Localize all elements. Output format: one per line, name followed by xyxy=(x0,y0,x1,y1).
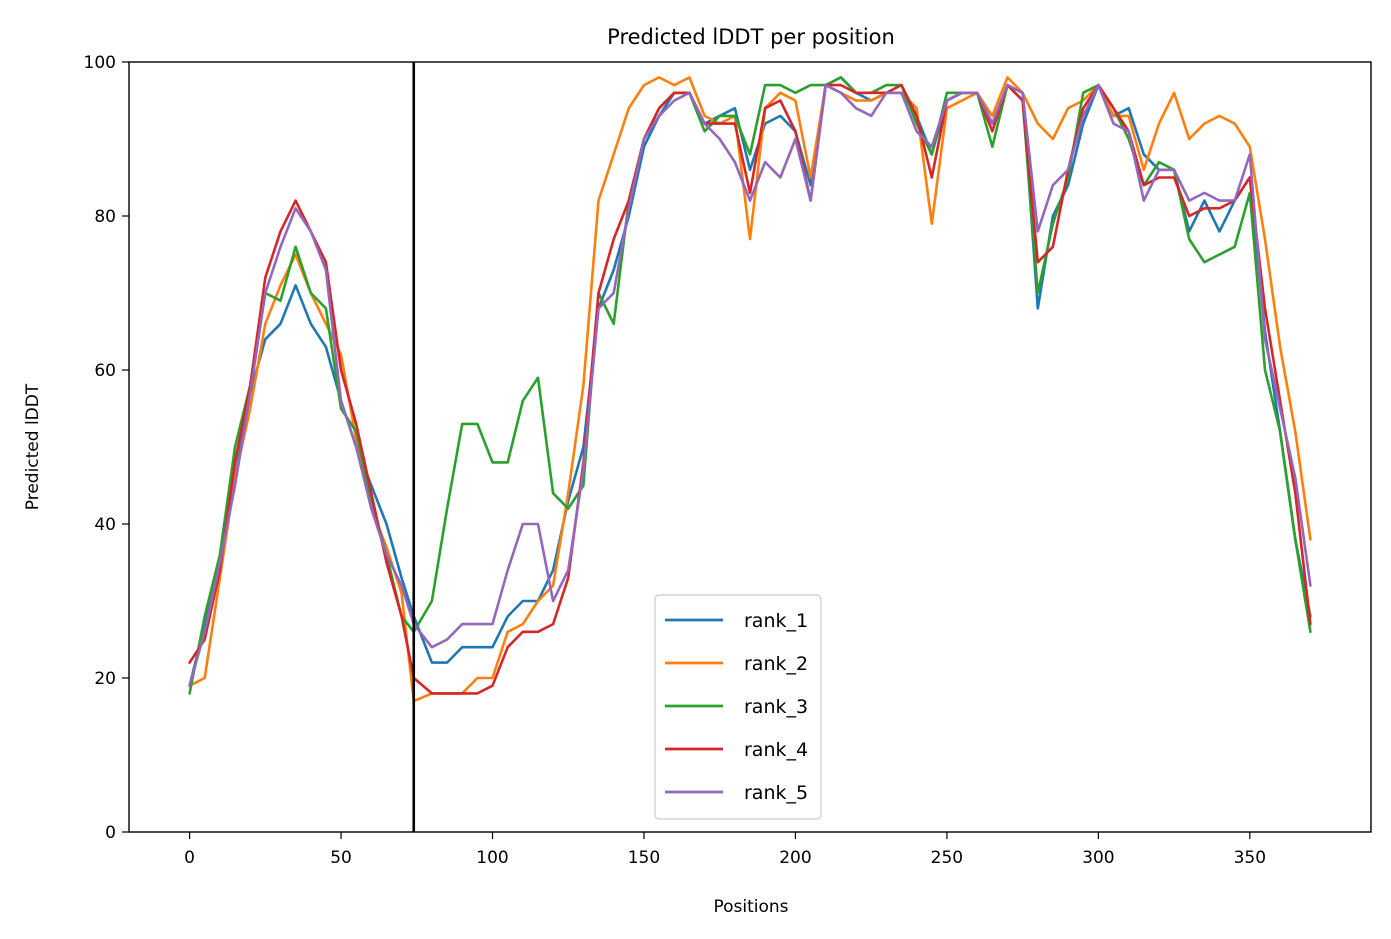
series-line-rank_1 xyxy=(188,76,1312,688)
series-line-rank_4 xyxy=(188,83,1312,695)
legend-label-rank_1: rank_1 xyxy=(744,610,808,632)
legend-label-rank_4: rank_4 xyxy=(744,739,808,761)
x-tick-label: 350 xyxy=(1234,848,1266,868)
x-tick-label: 250 xyxy=(931,848,963,868)
x-axis-ticks: 0 50 100 150 200 250 300 350 xyxy=(184,832,1266,868)
legend-label-rank_2: rank_2 xyxy=(744,653,808,675)
legend-label-rank_5: rank_5 xyxy=(744,782,808,804)
legend: rank_1 rank_2 rank_3 rank_4 rank_5 xyxy=(654,594,822,820)
legend-label-rank_3: rank_3 xyxy=(744,696,808,718)
y-tick-label: 0 xyxy=(105,823,116,843)
x-tick-label: 100 xyxy=(476,848,508,868)
plot-area xyxy=(128,61,1372,833)
y-tick-label: 100 xyxy=(84,53,116,73)
x-tick-label: 0 xyxy=(184,848,195,868)
y-tick-label: 40 xyxy=(94,515,116,535)
x-tick-label: 200 xyxy=(779,848,811,868)
y-tick-label: 80 xyxy=(94,207,116,227)
legend-frame xyxy=(654,594,822,820)
y-tick-label: 60 xyxy=(94,361,116,381)
x-tick-label: 150 xyxy=(628,848,660,868)
plot-frame xyxy=(128,61,1372,833)
y-axis-label: Predicted lDDT xyxy=(23,383,43,510)
y-tick-label: 20 xyxy=(94,669,116,689)
x-axis-label: Positions xyxy=(713,897,788,917)
y-axis-ticks: 0 20 40 60 80 100 xyxy=(84,53,129,843)
chart-title: Predicted lDDT per position xyxy=(607,25,895,49)
series-layer xyxy=(188,76,1312,703)
series-line-rank_5 xyxy=(188,83,1312,688)
x-tick-label: 50 xyxy=(330,848,352,868)
x-tick-label: 300 xyxy=(1082,848,1114,868)
